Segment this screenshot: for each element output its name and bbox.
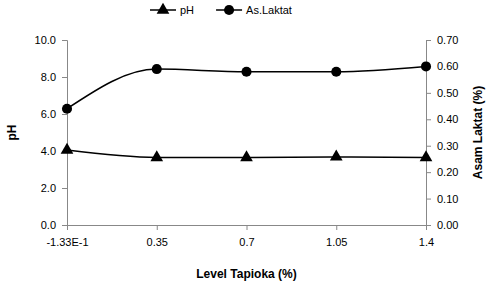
point	[150, 150, 163, 161]
tick-label: 10.0	[35, 34, 56, 46]
point	[331, 67, 341, 77]
series-line	[67, 66, 426, 108]
tick-mark	[62, 77, 67, 78]
tick: 8.0	[41, 71, 67, 83]
tick-mark	[426, 172, 431, 173]
tick-label: 0.20	[437, 166, 458, 178]
legend: pH As.Laktat	[150, 3, 292, 16]
tick: 0.20	[426, 166, 458, 178]
y2-axis: 0.00 0.10 0.20 0.30 0.40 0.50 0.60 0.70	[426, 34, 458, 231]
legend-marker	[157, 3, 170, 14]
tick-label: 0.35	[147, 236, 168, 248]
point	[330, 150, 343, 161]
tick-mark	[426, 93, 431, 94]
tick-label: 0.50	[437, 87, 458, 99]
tick-mark	[426, 119, 431, 120]
tick: 0.7	[239, 225, 254, 248]
tick-label: 1.4	[419, 236, 434, 248]
tick: 2.0	[41, 182, 67, 194]
tick-mark	[157, 225, 158, 230]
tick-label: 0.30	[437, 140, 458, 152]
point	[152, 64, 162, 74]
legend-item: pH	[150, 3, 194, 16]
tick: 1.4	[419, 225, 434, 248]
x-axis: -1.33E-1 0.35 0.7 1.05 1.4	[46, 225, 434, 248]
point	[240, 150, 253, 161]
tick-mark	[62, 40, 67, 41]
tick: 0.50	[426, 87, 458, 99]
legend-label: As.Laktat	[246, 4, 292, 16]
legend-label: pH	[180, 4, 194, 16]
point	[62, 104, 72, 114]
x-axis-title: Level Tapioka (%)	[196, 267, 296, 281]
tick-mark	[426, 199, 431, 200]
plot: -1.33E-1 0.35 0.7 1.05 1.4 0.0 2.0 4.0 6.0 8.0 10.…	[35, 34, 459, 248]
y-axis-title: pH	[5, 125, 19, 141]
axis-line	[68, 226, 427, 231]
legend-item: As.Laktat	[216, 4, 292, 16]
tick-mark	[336, 225, 337, 230]
tick: 0.00	[426, 219, 458, 231]
tick-label: 1.05	[326, 236, 347, 248]
tick-label: 0.7	[239, 236, 254, 248]
tick-label: 0.40	[437, 113, 458, 125]
tick-label: 0.0	[41, 219, 56, 231]
tick-label: -1.33E-1	[46, 236, 88, 248]
legend-marker	[224, 5, 234, 15]
tick: 1.05	[326, 225, 347, 248]
tick: 0.10	[426, 193, 458, 205]
y2-axis-title: Asam Laktat (%)	[471, 86, 485, 179]
tick: 0.0	[41, 219, 67, 231]
data-area	[61, 61, 433, 161]
tick-label: 2.0	[41, 182, 56, 194]
tick-mark	[426, 225, 431, 226]
point	[420, 150, 433, 161]
y-axis: 0.0 2.0 4.0 6.0 8.0 10.0	[35, 34, 68, 231]
point	[421, 61, 431, 71]
tick: 0.35	[147, 225, 168, 248]
tick-label: 4.0	[41, 145, 56, 157]
tick-label: 0.60	[437, 60, 458, 72]
tick-label: 0.10	[437, 193, 458, 205]
tick-label: 0.70	[437, 34, 458, 46]
tick-mark	[62, 225, 67, 226]
tick-mark	[426, 146, 431, 147]
tick: 10.0	[35, 34, 67, 46]
tick-label: 8.0	[41, 71, 56, 83]
tick-mark	[247, 225, 248, 230]
tick-label: 6.0	[41, 108, 56, 120]
tick-mark	[62, 114, 67, 115]
tick-mark	[62, 188, 67, 189]
chart: -1.33E-1 0.35 0.7 1.05 1.4 0.0 2.0 4.0 6.0 8.0 10.…	[0, 0, 490, 288]
tick: 0.30	[426, 140, 458, 152]
tick-label: 0.00	[437, 219, 458, 231]
tick: 0.40	[426, 113, 458, 125]
tick: 0.70	[426, 34, 458, 46]
tick-mark	[426, 40, 431, 41]
axis-line	[62, 41, 68, 226]
point	[61, 143, 74, 154]
point	[241, 67, 251, 77]
